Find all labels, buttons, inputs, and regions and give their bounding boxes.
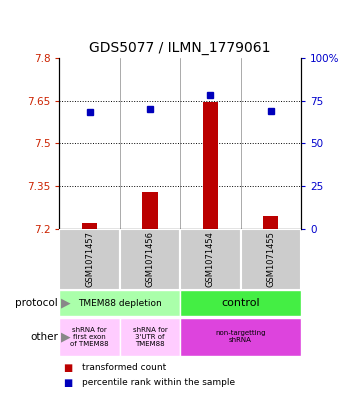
Text: ■: ■ xyxy=(63,378,72,387)
Bar xyxy=(120,229,180,290)
Text: protocol: protocol xyxy=(15,298,58,308)
Text: non-targetting
shRNA: non-targetting shRNA xyxy=(215,331,266,343)
Bar xyxy=(120,318,180,356)
Text: GSM1071454: GSM1071454 xyxy=(206,231,215,287)
Text: ▶: ▶ xyxy=(61,331,71,343)
Text: percentile rank within the sample: percentile rank within the sample xyxy=(82,378,235,387)
Bar xyxy=(180,318,301,356)
Bar xyxy=(142,192,157,229)
Text: shRNA for
3'UTR of
TMEM88: shRNA for 3'UTR of TMEM88 xyxy=(133,327,167,347)
Text: GSM1071457: GSM1071457 xyxy=(85,231,94,287)
Bar xyxy=(82,223,97,229)
Text: shRNA for
first exon
of TMEM88: shRNA for first exon of TMEM88 xyxy=(70,327,109,347)
Bar xyxy=(203,102,218,229)
Bar xyxy=(263,216,278,229)
Text: other: other xyxy=(30,332,58,342)
Text: transformed count: transformed count xyxy=(82,364,166,373)
Bar xyxy=(59,318,120,356)
Text: GSM1071455: GSM1071455 xyxy=(266,231,275,287)
Title: GDS5077 / ILMN_1779061: GDS5077 / ILMN_1779061 xyxy=(89,41,271,55)
Text: control: control xyxy=(221,298,260,308)
Bar xyxy=(180,290,301,316)
Bar xyxy=(59,229,120,290)
Bar xyxy=(240,229,301,290)
Text: ■: ■ xyxy=(63,363,72,373)
Text: ▶: ▶ xyxy=(61,296,71,310)
Bar xyxy=(180,229,240,290)
Text: TMEM88 depletion: TMEM88 depletion xyxy=(78,299,162,307)
Bar xyxy=(59,290,180,316)
Text: GSM1071456: GSM1071456 xyxy=(146,231,154,287)
